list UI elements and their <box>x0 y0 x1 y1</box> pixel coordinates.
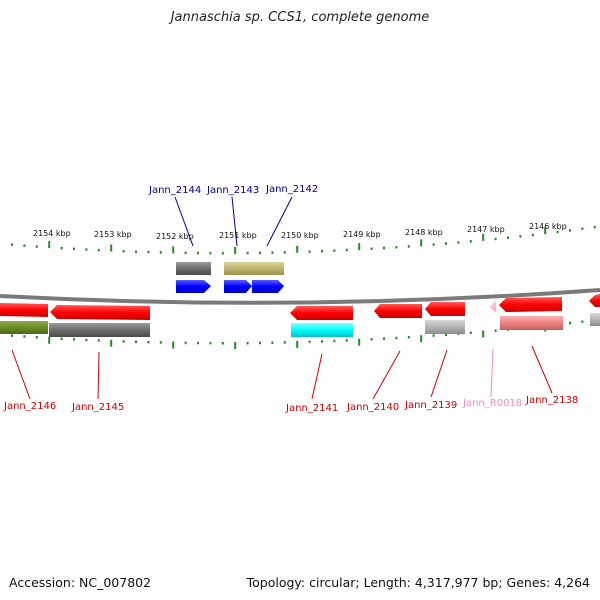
gene-bar-jann-2144-cog[interactable] <box>176 262 211 275</box>
gene-bar-jann-2143-cog[interactable] <box>224 262 284 275</box>
genome-summary-text: Topology: circular; Length: 4,317,977 bp… <box>246 575 590 590</box>
ruler-label-2152: 2152 kbp <box>156 232 194 241</box>
leader-lines-bottom <box>11 345 553 400</box>
gene-arrow-edge-right[interactable] <box>589 294 600 307</box>
gene-arrow-jann-2143[interactable] <box>224 280 252 293</box>
ruler-label-2147: 2147 kbp <box>467 225 505 234</box>
gene-label-jann-2141[interactable]: Jann_2141 <box>285 403 338 414</box>
gene-arrow-jann-2138[interactable] <box>499 297 562 312</box>
gene-label-jann-2144[interactable]: Jann_2144 <box>148 185 201 196</box>
ruler-label-2153: 2153 kbp <box>94 230 132 239</box>
gene-label-jann-2143[interactable]: Jann_2143 <box>206 185 259 196</box>
gene-label-jann-2138[interactable]: Jann_2138 <box>525 395 578 406</box>
gene-arrow-jann-2144[interactable] <box>176 280 211 293</box>
reverse-strand-track <box>0 294 600 337</box>
gene-label-jann-2139[interactable]: Jann_2139 <box>404 400 457 411</box>
ruler-label-2146: 2146 kbp <box>529 222 567 231</box>
gene-arrow-jann-2145[interactable] <box>50 305 150 320</box>
gene-arrow-jann-2142[interactable] <box>252 280 284 293</box>
gene-arrow-jann-2146[interactable] <box>0 303 48 317</box>
gene-label-jann-r0018[interactable]: Jann_R0018 <box>462 398 522 409</box>
ruler-ticks-top <box>11 225 596 255</box>
gene-bar-jann-2146-cog[interactable] <box>0 321 48 334</box>
gene-arrow-jann-2139[interactable] <box>425 302 465 316</box>
ruler-label-2148: 2148 kbp <box>405 228 443 237</box>
gene-bar-jann-2138-cog[interactable] <box>500 316 563 330</box>
gene-arrow-jann-2140[interactable] <box>374 304 422 318</box>
gene-label-jann-2145[interactable]: Jann_2145 <box>71 402 124 413</box>
leader-lines-top <box>174 196 293 247</box>
gene-label-jann-2146[interactable]: Jann_2146 <box>3 401 56 412</box>
gene-arrow-jann-r0018[interactable] <box>490 300 496 313</box>
gene-bar-jann-2141-cog[interactable] <box>291 323 353 337</box>
ruler-label-2150: 2150 kbp <box>281 231 319 240</box>
gene-arrow-jann-2141[interactable] <box>290 306 353 320</box>
ruler-label-2154: 2154 kbp <box>33 229 71 238</box>
ruler-label-2149: 2149 kbp <box>343 230 381 239</box>
genome-title: Jannaschia sp. CCS1, complete genome <box>170 10 430 25</box>
gene-label-jann-2140[interactable]: Jann_2140 <box>346 402 399 413</box>
accession-text: Accession: NC_007802 <box>9 575 152 590</box>
gene-bar-jann-2145-cog[interactable] <box>49 323 150 337</box>
gene-bar-edge-right-cog[interactable] <box>590 313 600 326</box>
genome-backbone <box>0 288 600 305</box>
gene-bar-jann-2139-cog[interactable] <box>425 320 465 334</box>
ruler-label-2151: 2151 kbp <box>219 231 257 240</box>
forward-strand-track <box>176 262 284 293</box>
gene-label-jann-2142[interactable]: Jann_2142 <box>265 184 318 195</box>
